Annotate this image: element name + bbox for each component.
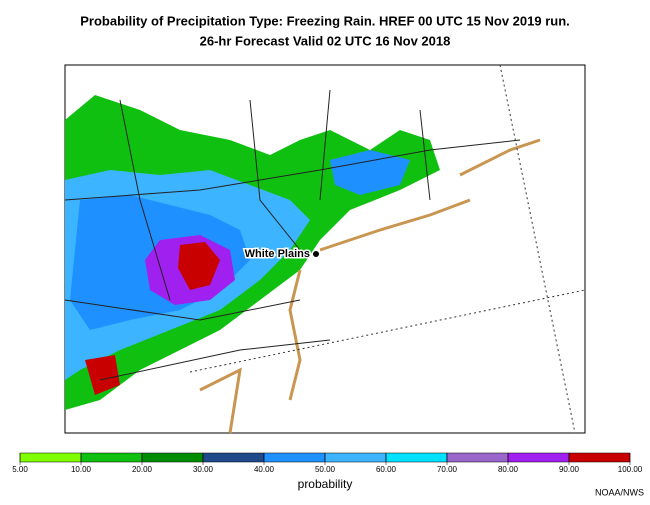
colorbar-tick-label: 70.00 [437, 465, 458, 474]
precip-area [85, 355, 120, 395]
colorbar-tick-label: 100.00 [618, 465, 643, 474]
colorbar-tick-label: 20.00 [132, 465, 153, 474]
precip-area [330, 150, 410, 195]
colorbar-swatch [263, 452, 326, 463]
colorbar: 5.00 10.00 20.00 30.00 40.00 50.00 60.00 70.00 8… [12, 452, 643, 474]
colorbar-tick-label: 30.00 [193, 465, 214, 474]
colorbar-tick-label: 60.00 [376, 465, 397, 474]
coastline [199, 138, 541, 434]
colorbar-swatch [385, 452, 448, 463]
grid-line [189, 64, 586, 434]
colorbar-swatch [568, 452, 631, 463]
credit: NOAA/NWS [595, 487, 644, 497]
colorbar-tick-label: 10.00 [71, 465, 92, 474]
colorbar-swatch [324, 452, 387, 463]
colorbar-label: probability [298, 477, 353, 491]
title-line: Probability of Precipitation Type: Freez… [80, 13, 570, 28]
city-label: White Plains [245, 248, 310, 260]
colorbar-swatch [202, 452, 265, 463]
colorbar-swatch [446, 452, 509, 463]
precip-area [178, 242, 220, 290]
colorbar-tick-label: 90.00 [559, 465, 580, 474]
colorbar-swatch [80, 452, 143, 463]
map: White Plains [64, 64, 586, 434]
colorbar-swatch [19, 452, 82, 463]
colorbar-swatch [507, 452, 570, 463]
state-border [64, 89, 521, 381]
title-line: 26-hr Forecast Valid 02 UTC 16 Nov 2018 [200, 33, 451, 48]
city-marker [313, 251, 319, 257]
colorbar-tick-label: 80.00 [498, 465, 519, 474]
colorbar-tick-label: 50.00 [315, 465, 336, 474]
colorbar-tick-label: 5.00 [12, 465, 28, 474]
colorbar-swatch [141, 452, 204, 463]
colorbar-tick-label: 40.00 [254, 465, 275, 474]
